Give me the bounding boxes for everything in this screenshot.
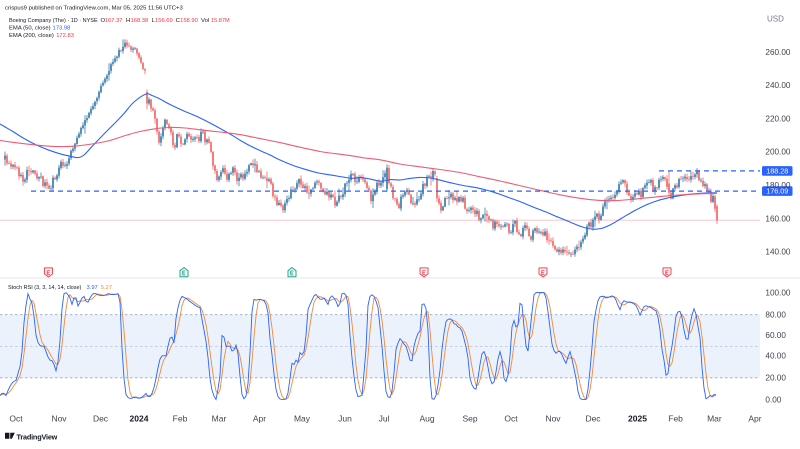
svg-text:Nov: Nov: [51, 414, 67, 424]
svg-text:5.27: 5.27: [101, 285, 112, 291]
svg-text:160.00: 160.00: [765, 214, 790, 223]
svg-text:156.69: 156.69: [155, 18, 173, 24]
svg-text:Feb: Feb: [668, 414, 683, 424]
svg-text:3.97: 3.97: [87, 285, 98, 291]
svg-text:H: H: [126, 18, 130, 24]
svg-text:80.00: 80.00: [765, 311, 786, 320]
svg-text:Mar: Mar: [212, 414, 227, 424]
svg-text:C: C: [176, 18, 181, 24]
svg-text:Boeing Company (The) · 1D · NY: Boeing Company (The) · 1D · NYSE: [9, 18, 98, 24]
svg-text:168.38: 168.38: [131, 18, 149, 24]
svg-text:Apr: Apr: [253, 414, 266, 424]
svg-text:Aug: Aug: [419, 414, 434, 424]
svg-text:60.00: 60.00: [765, 331, 786, 340]
svg-text:167.37: 167.37: [105, 18, 123, 24]
svg-text:Dec: Dec: [93, 414, 109, 424]
svg-text:O: O: [101, 18, 106, 24]
svg-text:173.98: 173.98: [53, 26, 71, 32]
svg-text:260.00: 260.00: [765, 48, 790, 57]
svg-text:176.09: 176.09: [766, 187, 788, 196]
svg-text:20.00: 20.00: [765, 374, 786, 383]
svg-text:TradingView: TradingView: [17, 432, 58, 441]
svg-text:Nov: Nov: [545, 414, 561, 424]
svg-text:188.28: 188.28: [766, 167, 788, 176]
svg-text:Jul: Jul: [379, 414, 390, 424]
svg-text:0.00: 0.00: [765, 396, 781, 405]
svg-text:USD: USD: [767, 15, 784, 24]
svg-text:2025: 2025: [628, 414, 647, 424]
svg-text:180.00: 180.00: [765, 181, 790, 190]
svg-text:172.83: 172.83: [56, 33, 74, 39]
svg-text:240.00: 240.00: [765, 81, 790, 90]
svg-text:158.90: 158.90: [180, 18, 198, 24]
svg-text:EMA (50, close): EMA (50, close): [9, 26, 51, 32]
svg-text:2024: 2024: [130, 414, 149, 424]
svg-text:100.00: 100.00: [765, 289, 790, 298]
svg-text:40.00: 40.00: [765, 352, 786, 361]
svg-text:Feb: Feb: [173, 414, 188, 424]
svg-text:Stoch RSI (3, 3, 14, 14, close: Stoch RSI (3, 3, 14, 14, close): [8, 285, 82, 291]
svg-text:Sep: Sep: [462, 414, 477, 424]
svg-text:140.00: 140.00: [765, 248, 790, 257]
svg-text:EMA (200, close): EMA (200, close): [9, 33, 54, 39]
svg-text:May: May: [294, 414, 311, 424]
svg-text:L: L: [152, 18, 156, 24]
svg-text:Oct: Oct: [9, 414, 23, 424]
svg-text:Apr: Apr: [748, 414, 761, 424]
svg-text:Mar: Mar: [707, 414, 722, 424]
svg-text:220.00: 220.00: [765, 115, 790, 124]
svg-text:15.87M: 15.87M: [211, 18, 230, 24]
svg-text:Oct: Oct: [504, 414, 518, 424]
svg-text:Dec: Dec: [585, 414, 601, 424]
svg-text:Jun: Jun: [338, 414, 352, 424]
svg-text:crispus9 published on TradingV: crispus9 published on TradingView.com, M…: [5, 6, 183, 12]
svg-text:Vol: Vol: [201, 18, 209, 24]
svg-text:200.00: 200.00: [765, 148, 790, 157]
